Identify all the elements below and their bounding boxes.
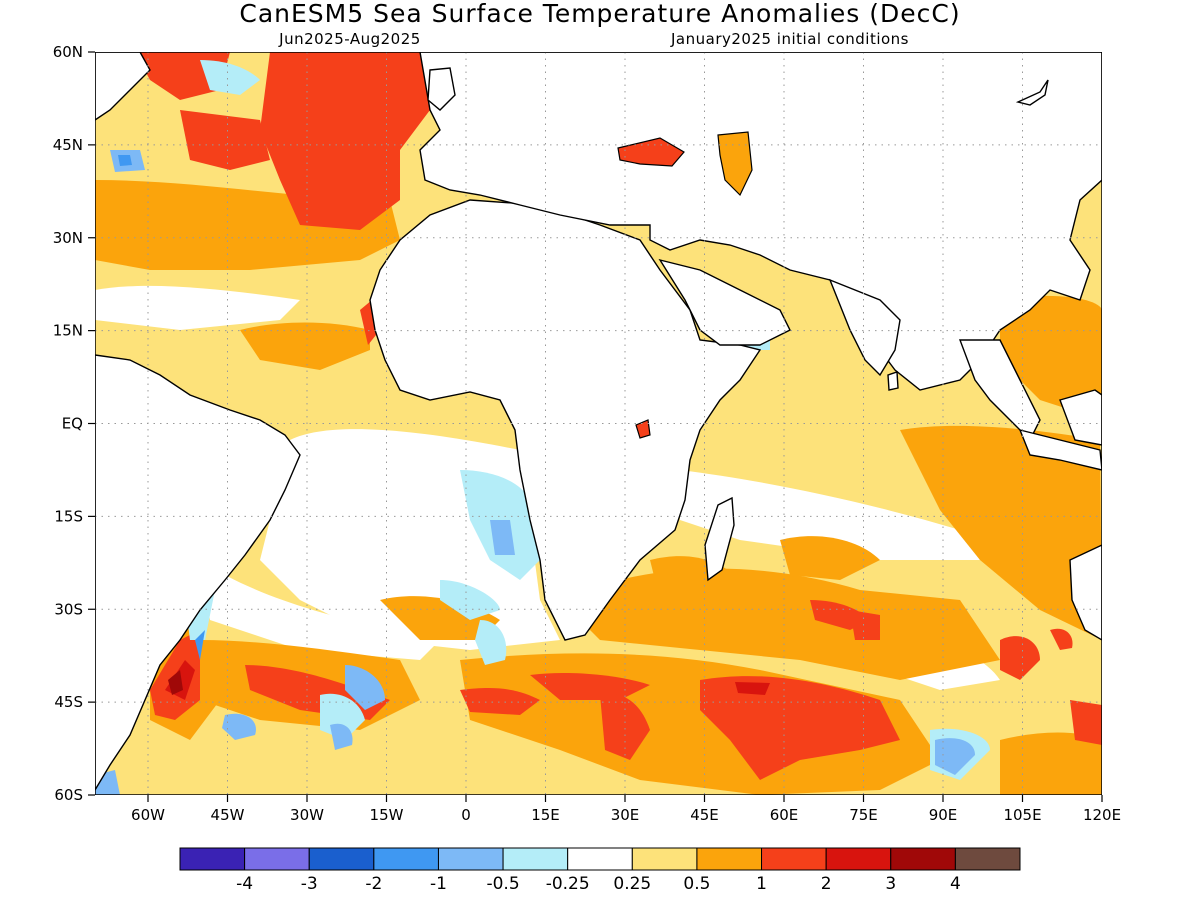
- lon-tick-label: 120E: [1083, 806, 1121, 824]
- latitude-axis: 60N 45N 30N 15N EQ 15S 30S 45S 60S: [53, 43, 95, 804]
- land-africa: [369, 199, 762, 641]
- land-south-america: [95, 354, 301, 792]
- lon-tick-label: 60E: [770, 806, 799, 824]
- colorbar-swatch: [761, 847, 827, 871]
- lat-tick-label: 60S: [54, 786, 83, 804]
- land-masses: [95, 52, 1102, 792]
- land-borneo: [1059, 389, 1102, 446]
- colorbar-label: 2: [821, 874, 832, 894]
- colorbar-swatch: [631, 847, 698, 871]
- colorbar-swatch: [308, 847, 375, 871]
- map-graticule: [95, 52, 1102, 795]
- map-panel: [95, 52, 1102, 795]
- lon-tick-label: 60W: [131, 806, 165, 824]
- season-subtitle: Jun2025-Aug2025: [278, 30, 421, 48]
- colorbar-swatch: [825, 847, 892, 871]
- longitude-axis: 60W 45W 30W 15W 0 15E 30E 45E 60E 75E 90E 105E 120E: [131, 795, 1121, 824]
- colorbar-label: 3: [885, 874, 896, 894]
- land-india: [828, 278, 901, 377]
- colorbar-swatch: [179, 847, 246, 871]
- lat-tick-label: 15S: [54, 507, 83, 525]
- colorbar-tick-labels: -4 -3 -2 -1 -0.5 -0.25 0.25 0.5 1 2 3 4: [236, 874, 961, 894]
- colorbar-swatch: [502, 847, 569, 871]
- colorbar-label: 0.25: [613, 874, 651, 894]
- land-japan: [1015, 79, 1049, 106]
- lat-tick-label: 15N: [53, 322, 83, 340]
- colorbar-label: 1: [756, 874, 767, 894]
- lake-victoria: [635, 419, 651, 439]
- colorbar-label: -0.25: [546, 874, 590, 894]
- colorbar-swatch: [696, 847, 763, 871]
- lat-tick-label: EQ: [62, 415, 83, 433]
- colorbar-swatch: [954, 847, 1021, 871]
- colorbar-label: 4: [950, 874, 961, 894]
- colorbar-swatch: [373, 847, 439, 871]
- land-australia: [1069, 544, 1102, 641]
- chart-title: CanESM5 Sea Surface Temperature Anomalie…: [239, 0, 960, 28]
- land-sri-lanka: [887, 371, 899, 391]
- colorbar-label: -4: [236, 874, 253, 894]
- colorbar-label: -1: [430, 874, 447, 894]
- land-arabia: [658, 258, 791, 346]
- colorbar-swatch: [244, 847, 310, 871]
- lat-tick-label: 30S: [54, 600, 83, 618]
- lon-tick-label: 30E: [611, 806, 640, 824]
- lon-tick-label: 45W: [211, 806, 245, 824]
- lon-tick-label: 75E: [849, 806, 878, 824]
- initial-conditions-subtitle: January2025 initial conditions: [670, 30, 909, 48]
- lon-tick-label: 15W: [370, 806, 404, 824]
- land-british-isles: [427, 67, 456, 111]
- lon-tick-label: 45E: [690, 806, 719, 824]
- lon-tick-label: 30W: [290, 806, 324, 824]
- land-madagascar: [704, 496, 735, 582]
- colorbar-swatch: [567, 847, 633, 871]
- lon-tick-label: 0: [461, 806, 471, 824]
- colorbar-swatch: [890, 847, 956, 871]
- lon-tick-label: 105E: [1003, 806, 1041, 824]
- colorbar-label: -3: [301, 874, 318, 894]
- colorbar-label: -2: [365, 874, 382, 894]
- colorbar-label: 0.5: [683, 874, 710, 894]
- lat-tick-label: 45N: [53, 136, 83, 154]
- lon-tick-label: 90E: [929, 806, 958, 824]
- colorbar-swatch: [437, 847, 504, 871]
- lat-tick-label: 60N: [53, 43, 83, 61]
- caspian-sea: [717, 131, 753, 197]
- colorbar-label: -0.5: [486, 874, 519, 894]
- lat-tick-label: 45S: [54, 693, 83, 711]
- lon-tick-label: 15E: [531, 806, 560, 824]
- land-greenland-iceland: [95, 52, 151, 121]
- lat-tick-label: 30N: [53, 229, 83, 247]
- land-indonesia: [1018, 428, 1102, 471]
- colorbar: [179, 847, 1021, 871]
